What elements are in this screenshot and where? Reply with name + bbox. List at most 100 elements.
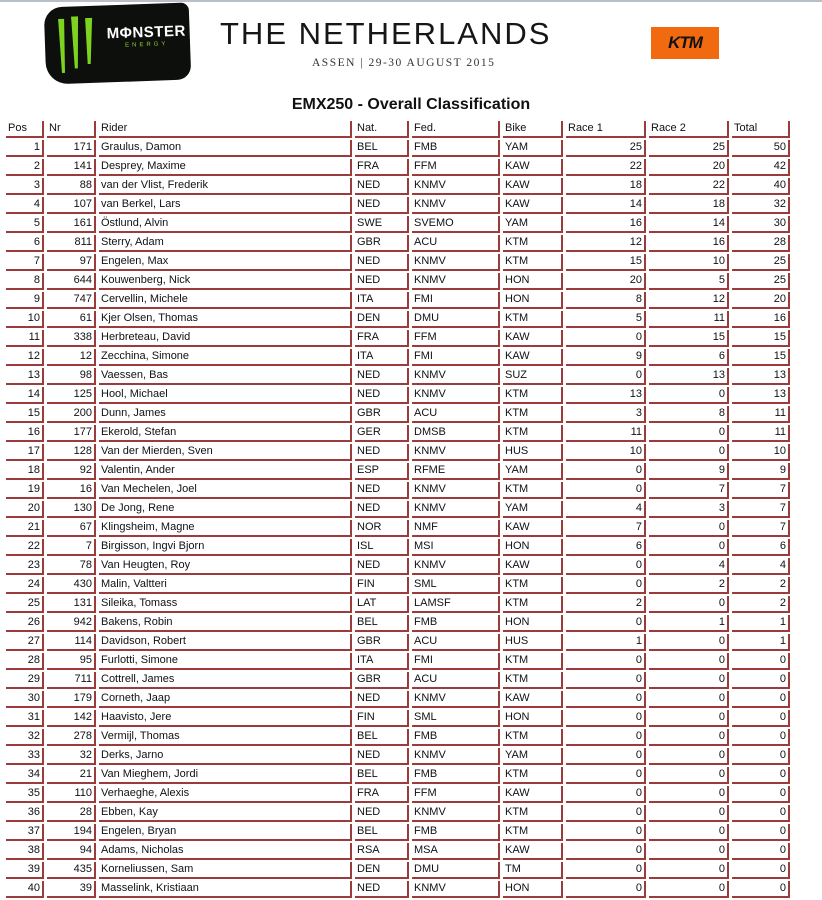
cell-nr: 107: [47, 197, 96, 214]
cell-fed: ACU: [412, 406, 500, 423]
cell-total: 15: [732, 330, 790, 347]
cell-nat: ITA: [355, 653, 409, 670]
cell-nr: 179: [47, 691, 96, 708]
cell-rider: Davidson, Robert: [99, 634, 352, 651]
cell-race-2: 0: [649, 843, 729, 860]
cell-fed: FMB: [412, 140, 500, 157]
cell-rider: Ebben, Kay: [99, 805, 352, 822]
cell-total: 0: [732, 843, 790, 860]
cell-nr: 78: [47, 558, 96, 575]
cell-bike: YAM: [503, 463, 563, 480]
column-header-nr: Nr: [47, 121, 96, 138]
energy-wordmark: ENERGY: [124, 41, 169, 49]
cell-fed: KNMV: [412, 178, 500, 195]
cell-total: 7: [732, 482, 790, 499]
cell-total: 1: [732, 634, 790, 651]
cell-race-2: 1: [649, 615, 729, 632]
cell-race-1: 7: [566, 520, 646, 537]
cell-pos: 17: [6, 444, 44, 461]
cell-race-2: 13: [649, 368, 729, 385]
cell-bike: KTM: [503, 254, 563, 271]
table-row: 20 130 De Jong, Rene NED KNMV YAM 4 3 7: [6, 501, 790, 518]
cell-fed: FMI: [412, 349, 500, 366]
cell-pos: 8: [6, 273, 44, 290]
cell-total: 10: [732, 444, 790, 461]
cell-race-2: 14: [649, 216, 729, 233]
cell-race-1: 0: [566, 577, 646, 594]
cell-nat: NED: [355, 387, 409, 404]
cell-pos: 13: [6, 368, 44, 385]
cell-nr: 12: [47, 349, 96, 366]
cell-fed: MSA: [412, 843, 500, 860]
column-header-race-2: Race 2: [649, 121, 729, 138]
table-row: 21 67 Klingsheim, Magne NOR NMF KAW 7 0 7: [6, 520, 790, 537]
cell-rider: Sileika, Tomass: [99, 596, 352, 613]
column-header-pos: Pos: [6, 121, 44, 138]
ktm-logo: KTM: [651, 27, 719, 59]
cell-nat: FRA: [355, 786, 409, 803]
cell-race-2: 10: [649, 254, 729, 271]
cell-rider: Graulus, Damon: [99, 140, 352, 157]
cell-total: 7: [732, 501, 790, 518]
cell-total: 0: [732, 786, 790, 803]
cell-nr: 98: [47, 368, 96, 385]
cell-total: 11: [732, 425, 790, 442]
cell-bike: KTM: [503, 767, 563, 784]
table-row: 17 128 Van der Mierden, Sven NED KNMV HUS 10 0 1…: [6, 444, 790, 461]
column-header-fed: Fed.: [412, 121, 500, 138]
cell-bike: KTM: [503, 406, 563, 423]
cell-nr: 711: [47, 672, 96, 689]
cell-pos: 10: [6, 311, 44, 328]
cell-nr: 61: [47, 311, 96, 328]
cell-bike: KTM: [503, 577, 563, 594]
cell-race-2: 5: [649, 273, 729, 290]
cell-nat: RSA: [355, 843, 409, 860]
cell-fed: DMU: [412, 311, 500, 328]
cell-pos: 21: [6, 520, 44, 537]
cell-nat: NED: [355, 748, 409, 765]
cell-total: 0: [732, 729, 790, 746]
cell-fed: NMF: [412, 520, 500, 537]
cell-nr: 171: [47, 140, 96, 157]
table-row: 16 177 Ekerold, Stefan GER DMSB KTM 11 0 11: [6, 425, 790, 442]
cell-rider: Corneth, Jaap: [99, 691, 352, 708]
top-divider: [0, 0, 822, 2]
cell-nr: 125: [47, 387, 96, 404]
cell-nat: NED: [355, 254, 409, 271]
cell-race-1: 5: [566, 311, 646, 328]
cell-race-2: 12: [649, 292, 729, 309]
cell-nat: NED: [355, 881, 409, 898]
cell-race-1: 3: [566, 406, 646, 423]
cell-rider: Vaessen, Bas: [99, 368, 352, 385]
cell-pos: 29: [6, 672, 44, 689]
table-row: 4 107 van Berkel, Lars NED KNMV KAW 14 18 32: [6, 197, 790, 214]
cell-pos: 2: [6, 159, 44, 176]
table-row: 33 32 Derks, Jarno NED KNMV YAM 0 0 0: [6, 748, 790, 765]
table-row: 23 78 Van Heugten, Roy NED KNMV KAW 0 4 4: [6, 558, 790, 575]
cell-rider: Desprey, Maxime: [99, 159, 352, 176]
cell-race-1: 0: [566, 615, 646, 632]
cell-total: 30: [732, 216, 790, 233]
cell-nr: 67: [47, 520, 96, 537]
table-row: 31 142 Haavisto, Jere FIN SML HON 0 0 0: [6, 710, 790, 727]
table-row: 1 171 Graulus, Damon BEL FMB YAM 25 25 50: [6, 140, 790, 157]
cell-race-1: 0: [566, 786, 646, 803]
cell-rider: Adams, Nicholas: [99, 843, 352, 860]
cell-total: 25: [732, 254, 790, 271]
column-header-bike: Bike: [503, 121, 563, 138]
column-header-rider: Rider: [99, 121, 352, 138]
cell-nat: NED: [355, 444, 409, 461]
monster-wordmark: MΦNSTER: [106, 22, 187, 43]
table-header-row: Pos Nr Rider Nat. Fed. Bike Race 1 Race 2 Total: [6, 121, 790, 138]
table-row: 26 942 Bakens, Robin BEL FMB HON 0 1 1: [6, 615, 790, 632]
cell-bike: KTM: [503, 805, 563, 822]
cell-nat: DEN: [355, 311, 409, 328]
cell-nr: 177: [47, 425, 96, 442]
table-row: 28 95 Furlotti, Simone ITA FMI KTM 0 0 0: [6, 653, 790, 670]
cell-nat: NED: [355, 691, 409, 708]
cell-race-1: 0: [566, 767, 646, 784]
cell-pos: 4: [6, 197, 44, 214]
cell-fed: KNMV: [412, 748, 500, 765]
cell-nr: 114: [47, 634, 96, 651]
cell-race-1: 0: [566, 691, 646, 708]
